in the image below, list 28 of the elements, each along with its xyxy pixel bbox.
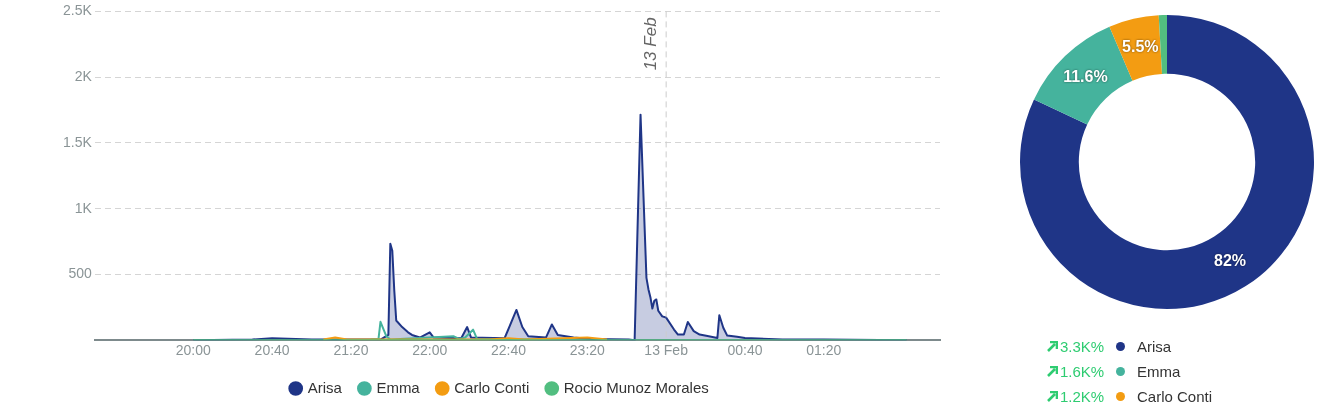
x-tick-label: 21:20 <box>333 342 369 359</box>
legend-label: Rocio Munoz Morales <box>563 378 709 396</box>
legend-label: Emma <box>1137 363 1181 380</box>
y-tick-label: 1.5K <box>62 133 93 150</box>
y-tick-label: 2K <box>74 68 93 85</box>
x-tick-label: 20:40 <box>254 342 290 359</box>
text: 3.3K% <box>1060 338 1106 355</box>
text: 1.6K% <box>1060 363 1106 380</box>
x-tick-label: 01:20 <box>806 342 842 359</box>
legend-label: Arisa <box>1137 338 1172 355</box>
data-label: 11.6% <box>1063 67 1108 85</box>
x-tick-label: 00:40 <box>727 342 763 359</box>
data-label: 5.5% <box>1122 37 1159 55</box>
legend-label: Arisa <box>307 378 343 396</box>
y-tick-label: 500 <box>68 265 93 282</box>
x-tick-label: 23:20 <box>569 342 606 359</box>
y-tick-label: 2.5K <box>62 2 93 19</box>
x-tick-label: 20:00 <box>175 342 212 359</box>
legend-label: Emma <box>376 378 421 396</box>
legend-label: Carlo Conti <box>1137 388 1213 405</box>
x-tick-label: 22:40 <box>491 342 527 359</box>
text: 1.2K% <box>1060 388 1106 405</box>
ref-line-label: 13 Feb <box>641 17 661 71</box>
x-tick-label: 13 Feb <box>644 342 689 359</box>
data-label: 82% <box>1214 251 1247 269</box>
legend-label: Carlo Conti <box>454 378 530 396</box>
x-tick-label: 22:00 <box>412 342 448 359</box>
y-tick-label: 1K <box>74 199 93 216</box>
